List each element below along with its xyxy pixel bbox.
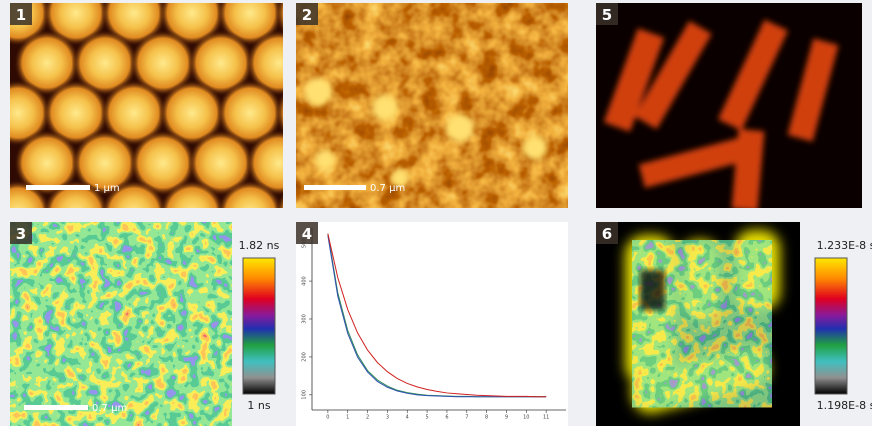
panel-number: 6 xyxy=(602,225,612,243)
x-tick-label: 4 xyxy=(406,415,409,421)
x-tick-label: 2 xyxy=(366,415,369,421)
scale-label: 0.7 µm xyxy=(92,403,127,414)
x-tick-label: 7 xyxy=(465,415,468,421)
x-tick-label: 9 xyxy=(505,415,508,421)
panel-number: 3 xyxy=(16,225,26,243)
colorbar-max: 1.233E-8 s xyxy=(817,239,872,252)
scale-label: 0.7 µm xyxy=(370,183,405,194)
panel-number: 2 xyxy=(302,6,312,24)
scale-label: 1 µm xyxy=(94,183,120,194)
colorbar-min: 1 ns xyxy=(247,399,270,412)
x-tick-label: 10 xyxy=(523,415,529,421)
x-tick-label: 11 xyxy=(543,415,549,421)
colorbar-max: 1.82 ns xyxy=(239,239,280,252)
panel-number: 1 xyxy=(16,6,26,24)
colorbar xyxy=(815,258,847,394)
x-tick-label: 8 xyxy=(485,415,488,421)
x-tick-label: 5 xyxy=(426,415,429,421)
x-tick-label: 3 xyxy=(386,415,389,421)
y-tick-label: 100 xyxy=(302,390,308,400)
x-tick-label: 0 xyxy=(326,415,329,421)
x-tick-label: 1 xyxy=(346,415,349,421)
colorbar xyxy=(243,258,275,394)
colorbar-min: 1.198E-8 s xyxy=(817,399,872,412)
figure: 01234567891011100200300400500 1.233E-8 s… xyxy=(0,0,872,426)
y-tick-label: 200 xyxy=(302,352,308,362)
flim-image xyxy=(10,222,232,426)
y-tick-label: 400 xyxy=(302,276,308,286)
afm-image xyxy=(296,3,568,208)
x-tick-label: 6 xyxy=(445,415,448,421)
panel-number: 4 xyxy=(302,225,312,243)
y-tick-label: 300 xyxy=(302,314,308,324)
panel-number: 5 xyxy=(602,6,612,24)
